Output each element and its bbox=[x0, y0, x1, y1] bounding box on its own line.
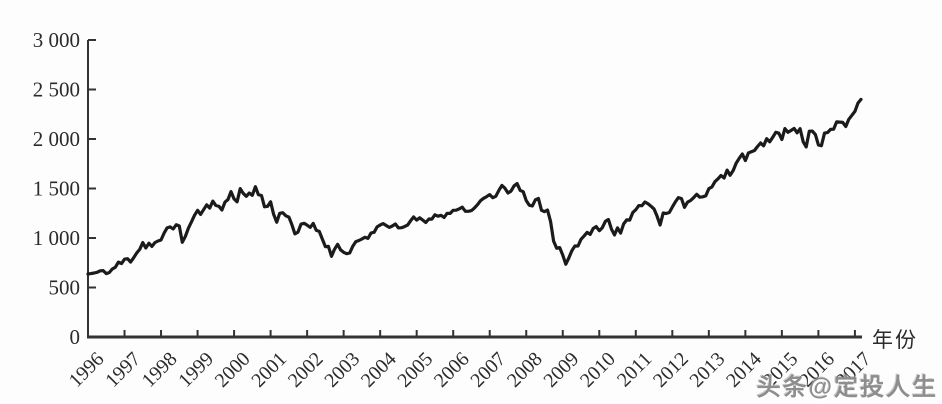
y-tick-label: 500 bbox=[49, 276, 81, 300]
price-line bbox=[86, 97, 863, 276]
x-tick-label: 2000 bbox=[211, 348, 255, 392]
x-tick-label: 2011 bbox=[613, 348, 656, 391]
y-tick-label: 1 500 bbox=[33, 177, 80, 201]
y-tick-label: 0 bbox=[70, 325, 81, 349]
x-tick-label: 2013 bbox=[686, 348, 730, 392]
y-tick-label: 2 500 bbox=[33, 78, 80, 102]
x-tick-label: 2004 bbox=[357, 348, 401, 392]
x-axis-title: 年份 bbox=[872, 328, 918, 352]
y-tick-label: 3 000 bbox=[33, 28, 80, 52]
x-tick-label: 2005 bbox=[393, 348, 437, 392]
y-tick-label: 2 000 bbox=[33, 127, 80, 151]
x-tick-label: 1998 bbox=[138, 348, 182, 392]
watermark: 头条@定投人生 bbox=[756, 374, 938, 401]
x-tick-label: 2009 bbox=[539, 348, 583, 392]
x-tick-label: 1996 bbox=[65, 348, 109, 392]
x-tick-label: 2012 bbox=[649, 348, 693, 392]
x-tick-label: 2007 bbox=[466, 348, 510, 392]
x-tick-label: 2006 bbox=[430, 348, 474, 392]
x-tick-label: 2003 bbox=[320, 348, 364, 392]
x-tick-label: 2010 bbox=[576, 348, 620, 392]
x-tick-label: 1997 bbox=[101, 348, 145, 392]
x-tick-label: 2001 bbox=[247, 348, 291, 392]
x-tick-label: 1999 bbox=[174, 348, 218, 392]
x-tick-label: 2008 bbox=[503, 348, 547, 392]
y-tick-label: 1 000 bbox=[33, 226, 80, 250]
x-tick-label: 2002 bbox=[284, 348, 328, 392]
